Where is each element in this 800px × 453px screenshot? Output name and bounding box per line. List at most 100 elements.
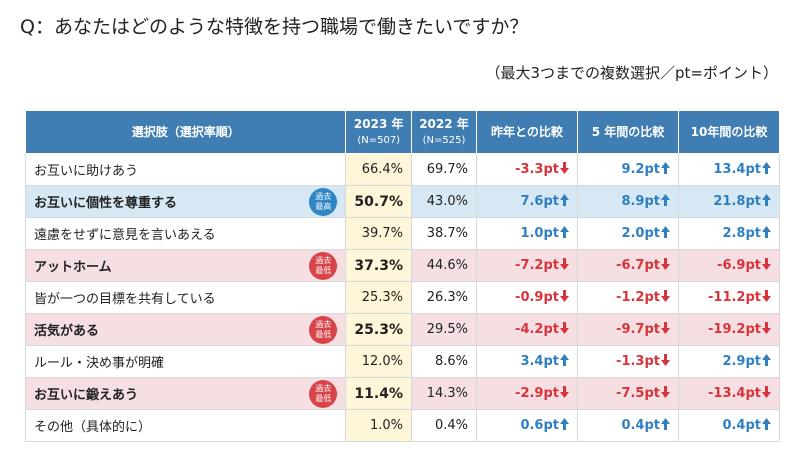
table-row: お互いに個性を尊重する 過去 最高 50.7% 43.0% 7.6pt 8.9pt 21.8… — [24, 185, 780, 218]
option-text: ルール・決め事が明確 — [34, 356, 165, 371]
option-text: その他（具体的に） — [34, 420, 152, 435]
table-row: その他（具体的に） 1.0% 0.4% 0.6pt 0.4pt 0.4pt — [24, 409, 780, 442]
rate-text: 29.5% — [426, 322, 468, 337]
diff-cell: 2.9pt — [678, 345, 780, 378]
rate-cell: 50.7% — [345, 185, 412, 218]
down-arrow — [560, 258, 569, 270]
diff-text: 13.4pt — [713, 162, 761, 177]
option-label: お互いに鍛えあう 過去 最低 — [24, 377, 347, 410]
rate-cell: 43.0% — [411, 185, 477, 218]
diff-cell: 0.4pt — [577, 409, 679, 442]
diff-cell: 13.4pt — [678, 153, 780, 186]
diff-cell: -3.3pt — [476, 153, 578, 186]
record-badge: 過去 最高 — [309, 188, 339, 216]
header-cell: 昨年との比較 — [476, 110, 578, 154]
up-arrow — [762, 226, 771, 238]
table-row: アットホーム 過去 最低 37.3% 44.6% -7.2pt -6.7pt -6.9pt — [24, 249, 780, 282]
rate-text: 37.3% — [354, 257, 403, 274]
table-row: 活気がある 過去 最低 25.3% 29.5% -4.2pt -9.7pt -19.2pt — [24, 313, 780, 346]
diff-text: -19.2pt — [708, 322, 761, 337]
diff-cell: -9.7pt — [577, 313, 679, 346]
option-text: お互いに個性を尊重する — [34, 196, 178, 211]
rate-text: 50.7% — [354, 193, 403, 210]
down-arrow — [762, 322, 771, 334]
arrow-shape — [661, 258, 670, 270]
arrow-shape — [560, 258, 569, 270]
header-text: 昨年との比較 — [491, 124, 563, 139]
diff-cell: 1.0pt — [476, 217, 578, 250]
arrow-shape — [661, 226, 670, 238]
diff-text: -1.2pt — [616, 290, 660, 305]
option-text: 皆が一つの目標を共有している — [34, 292, 216, 307]
up-arrow — [560, 226, 569, 238]
option-text: 活気がある — [34, 324, 100, 339]
diff-cell: 2.0pt — [577, 217, 679, 250]
diff-text: -7.2pt — [515, 258, 559, 273]
rate-text: 11.4% — [354, 385, 403, 402]
up-arrow — [661, 194, 670, 206]
diff-cell: 0.6pt — [476, 409, 578, 442]
diff-cell: -2.9pt — [476, 377, 578, 410]
up-arrow — [560, 354, 569, 366]
arrow-shape — [762, 258, 771, 270]
arrow-shape — [560, 322, 569, 334]
diff-text: -11.2pt — [708, 290, 761, 305]
option-text: アットホーム — [34, 260, 112, 275]
up-arrow — [762, 354, 771, 366]
record-badge: 過去 最低 — [309, 252, 339, 280]
table-row: お互いに助けあう 66.4% 69.7% -3.3pt 9.2pt 13.4pt — [24, 153, 780, 186]
rate-text: 44.6% — [426, 258, 468, 273]
arrow-shape — [762, 354, 771, 366]
table-row: 皆が一つの目標を共有している 25.3% 26.3% -0.9pt -1.2pt -11.… — [24, 281, 780, 314]
header-cell: 2023 年 (N=507) — [345, 110, 412, 154]
up-arrow — [560, 194, 569, 206]
diff-text: -0.9pt — [515, 290, 559, 305]
rate-text: 25.3% — [361, 290, 403, 305]
down-arrow — [661, 290, 670, 302]
arrow-shape — [661, 322, 670, 334]
rate-cell: 39.7% — [345, 217, 412, 250]
arrow-shape — [762, 322, 771, 334]
diff-text: 0.4pt — [621, 418, 660, 433]
header-text: 2022 年 — [419, 117, 469, 132]
header-cell: 選択肢（選択率順） — [24, 110, 347, 154]
diff-text: 0.4pt — [722, 418, 761, 433]
diff-text: 2.9pt — [722, 354, 761, 369]
rate-text: 43.0% — [426, 194, 468, 209]
down-arrow — [762, 258, 771, 270]
diff-text: 3.4pt — [520, 354, 559, 369]
rate-text: 38.7% — [426, 226, 468, 241]
rate-cell: 44.6% — [411, 249, 477, 282]
rate-text: 14.3% — [426, 386, 468, 401]
rate-text: 1.0% — [369, 418, 403, 433]
option-label: 遠慮をせずに意見を言いあえる — [24, 217, 347, 250]
diff-cell: -13.4pt — [678, 377, 780, 410]
rate-text: 8.6% — [434, 354, 468, 369]
header-sub: (N=525) — [422, 134, 466, 146]
rate-cell: 29.5% — [411, 313, 477, 346]
option-label: お互いに個性を尊重する 過去 最高 — [24, 185, 347, 218]
header-text: 2023 年 — [353, 117, 404, 132]
rate-text: 66.4% — [361, 162, 403, 177]
diff-text: -6.9pt — [717, 258, 761, 273]
arrow-shape — [560, 226, 569, 238]
diff-cell: 21.8pt — [678, 185, 780, 218]
arrow-shape — [762, 290, 771, 302]
option-label: アットホーム 過去 最低 — [24, 249, 347, 282]
option-text: 遠慮をせずに意見を言いあえる — [34, 228, 216, 243]
up-arrow — [762, 418, 771, 430]
arrow-shape — [560, 354, 569, 366]
rate-cell: 8.6% — [411, 345, 477, 378]
down-arrow — [661, 258, 670, 270]
down-arrow — [762, 290, 771, 302]
diff-cell: -1.3pt — [577, 345, 679, 378]
diff-text: 9.2pt — [621, 162, 660, 177]
option-label: ルール・決め事が明確 — [24, 345, 347, 378]
diff-text: -1.3pt — [616, 354, 660, 369]
rate-cell: 14.3% — [411, 377, 477, 410]
option-text: お互いに助けあう — [34, 164, 139, 179]
diff-cell: -1.2pt — [577, 281, 679, 314]
diff-cell: 9.2pt — [577, 153, 679, 186]
arrow-shape — [560, 290, 569, 302]
